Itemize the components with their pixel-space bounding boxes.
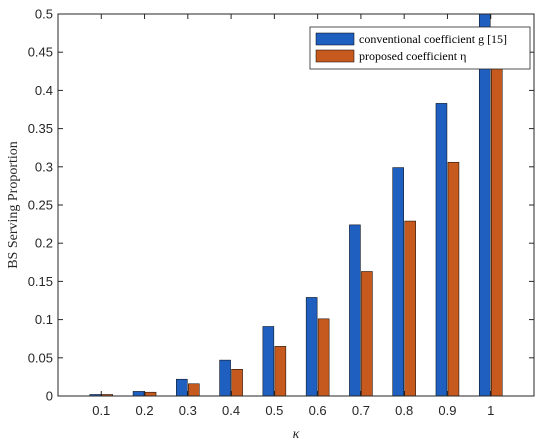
legend-label-conventional: conventional coefficient g [15] — [359, 32, 507, 46]
y-tick-label: 0.2 — [35, 236, 53, 251]
bar-proposed-0.8 — [404, 220, 416, 397]
x-tick-label: 0.2 — [136, 403, 154, 418]
bar-conventional-0.5 — [262, 326, 275, 397]
x-tick-label: 0.9 — [438, 403, 456, 418]
x-tick-label: 0.4 — [222, 403, 240, 418]
y-tick-label: 0.05 — [28, 350, 53, 365]
y-tick-label: 0.25 — [28, 198, 53, 213]
y-tick-label: 0 — [46, 389, 53, 404]
bar-proposed-0.6 — [317, 318, 330, 397]
x-tick-label: 0.1 — [92, 403, 110, 418]
y-tick-label: 0.15 — [28, 274, 53, 289]
bar-proposed-0.7 — [361, 271, 373, 397]
x-tick-label: 0.7 — [352, 403, 370, 418]
x-axis-title: κ — [293, 427, 300, 442]
y-tick-label: 0.4 — [35, 83, 53, 98]
bar-proposed-0.5 — [274, 346, 287, 397]
bar-proposed-0.3 — [188, 383, 200, 397]
legend-swatch-conventional — [315, 32, 355, 46]
x-tick-label: 0.5 — [265, 403, 283, 418]
legend-swatch-proposed — [315, 49, 355, 63]
y-axis-title: BS Serving Proportion — [6, 141, 21, 269]
bar-proposed-1 — [490, 58, 503, 397]
bar-conventional-0.2 — [132, 391, 145, 397]
legend: conventional coefficient g [15] proposed… — [309, 26, 531, 70]
y-tick-label: 0.35 — [28, 121, 53, 136]
bar-conventional-0.9 — [435, 103, 448, 397]
legend-label-proposed: proposed coefficient η — [359, 49, 466, 63]
bar-proposed-0.4 — [231, 369, 243, 397]
bar-conventional-0.4 — [219, 359, 231, 397]
y-tick-label: 0.1 — [35, 312, 53, 327]
y-tick-label: 0.5 — [35, 7, 53, 22]
bar-proposed-0.2 — [144, 391, 157, 397]
bar-conventional-1 — [478, 13, 491, 397]
x-tick-label: 0.3 — [179, 403, 197, 418]
x-tick-label: 1 — [487, 403, 494, 418]
x-tick-label: 0.6 — [309, 403, 327, 418]
x-axis-ticks: 0.1 0.2 0.3 0.4 0.5 0.6 0.7 0.8 0.9 1 — [92, 14, 494, 418]
bar-proposed-0.9 — [447, 161, 460, 397]
bar-conventional-0.7 — [349, 224, 361, 397]
x-tick-label: 0.8 — [395, 403, 413, 418]
y-tick-label: 0.3 — [35, 159, 53, 174]
bar-conventional-0.8 — [392, 167, 404, 397]
bar-conventional-0.6 — [305, 297, 318, 397]
bar-conventional-0.3 — [176, 378, 188, 397]
y-axis-ticks: 0 0.05 0.1 0.15 0.2 0.25 0.3 0.35 0.4 0.45 0.5 — [28, 7, 534, 404]
plot-frame — [57, 13, 535, 397]
y-tick-label: 0.45 — [28, 45, 53, 60]
